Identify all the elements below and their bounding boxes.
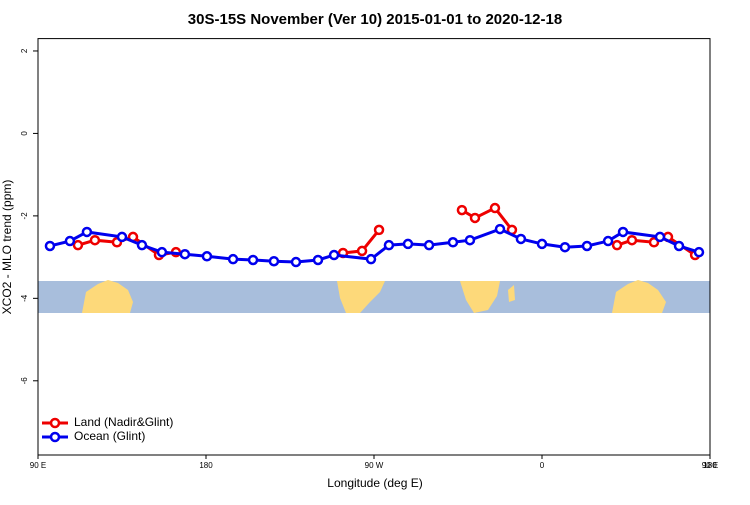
x-tick-label: 90 W — [365, 461, 384, 470]
data-point — [489, 202, 501, 214]
data-point — [290, 256, 302, 268]
x-tick-label: 0 — [540, 461, 545, 470]
data-point — [373, 224, 385, 236]
data-point — [227, 253, 239, 265]
y-tick-label: -6 — [20, 377, 29, 385]
legend-label: Ocean (Glint) — [74, 429, 145, 443]
data-point — [602, 235, 614, 247]
data-point — [116, 231, 128, 243]
data-point — [328, 249, 340, 261]
chart-title: 30S-15S November (Ver 10) 2015-01-01 to … — [188, 11, 562, 28]
y-axis-label: XCO2 - MLO trend (ppm) — [0, 180, 14, 315]
data-point — [72, 239, 84, 251]
data-point — [559, 241, 571, 253]
data-point — [356, 245, 368, 257]
x-tick-label: 180 — [703, 461, 717, 470]
y-tick-label: 2 — [20, 48, 29, 53]
data-point — [201, 251, 213, 262]
data-point — [89, 234, 101, 246]
data-point — [179, 248, 191, 260]
data-point — [156, 246, 168, 258]
data-point — [611, 239, 623, 251]
y-tick-label: 0 — [20, 131, 29, 136]
data-point — [402, 238, 414, 250]
data-point — [247, 254, 259, 266]
data-point — [136, 239, 148, 251]
x-axis-label: Longitude (deg E) — [327, 476, 422, 490]
data-point — [81, 226, 93, 238]
data-point — [654, 231, 666, 243]
data-point — [423, 239, 435, 251]
x-tick-label: 90 E — [30, 461, 46, 470]
x-tick-label: 90 E — [702, 461, 718, 470]
data-point — [673, 240, 685, 252]
data-point — [456, 204, 468, 216]
map-strip — [38, 280, 710, 313]
data-point — [44, 240, 56, 252]
data-point — [64, 235, 76, 247]
x-tick-label: 180 — [199, 461, 213, 470]
data-point — [693, 246, 705, 258]
data-point — [494, 223, 506, 235]
data-point — [365, 253, 377, 265]
data-point — [536, 238, 548, 250]
y-tick-label: -2 — [20, 212, 29, 220]
data-point — [617, 226, 629, 238]
legend-marker — [49, 431, 61, 443]
y-tick-label: -4 — [20, 294, 29, 302]
data-point — [268, 255, 280, 267]
data-point — [581, 240, 593, 252]
series-line — [461, 206, 514, 231]
legend-label: Land (Nadir&Glint) — [74, 415, 173, 429]
data-point — [515, 233, 527, 245]
data-point — [626, 234, 638, 246]
data-point — [312, 254, 324, 266]
data-point — [447, 237, 459, 248]
data-point — [464, 234, 476, 246]
data-point — [469, 212, 481, 224]
legend-marker — [49, 417, 61, 429]
data-point — [383, 239, 395, 251]
